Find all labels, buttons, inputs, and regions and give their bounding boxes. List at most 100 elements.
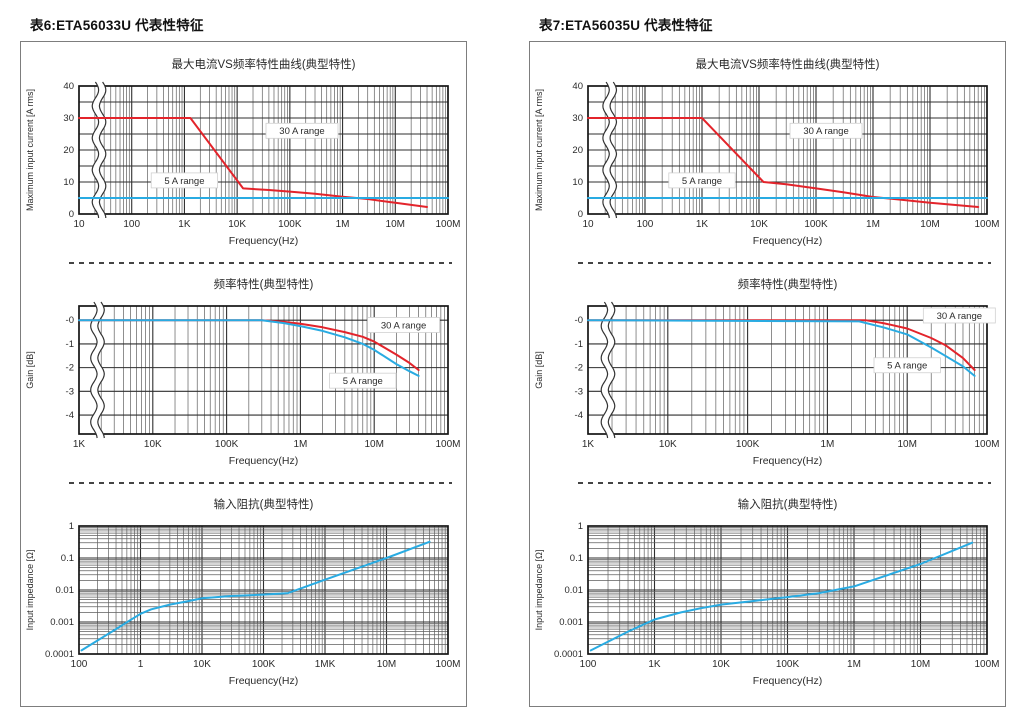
svg-text:100K: 100K <box>736 439 760 450</box>
svg-text:Frequency(Hz): Frequency(Hz) <box>753 455 822 467</box>
svg-text:1MK: 1MK <box>315 659 336 670</box>
chart-max-current-vs-frequency: 30 A range 5 A range 最大电流VS频率特性曲线(典型特性) 10 1… <box>534 57 1000 247</box>
panel-table7-eta56035u: 表7:ETA56035U 代表性特征 30 A range 5 A range 最大… <box>529 6 1006 707</box>
svg-text:1: 1 <box>578 521 583 532</box>
svg-text:输入阻抗(典型特性): 输入阻抗(典型特性) <box>738 497 838 511</box>
svg-text:100K: 100K <box>776 659 800 670</box>
chart-input-impedance: 输入阻抗(典型特性) 100 1 10K 100K 1MK 10M 100M Frequency… <box>25 497 461 687</box>
svg-text:5 A range: 5 A range <box>887 361 927 372</box>
svg-text:Input impedance [Ω]: Input impedance [Ω] <box>25 550 35 631</box>
svg-text:Gain [dB]: Gain [dB] <box>534 351 544 389</box>
svg-text:100M: 100M <box>435 219 460 230</box>
panel-table6-eta56033u: 表6:ETA56033U 代表性特征 30 A range 5 A range 最大… <box>20 6 467 707</box>
svg-text:10K: 10K <box>712 659 730 670</box>
svg-text:1: 1 <box>138 659 144 670</box>
svg-text:10K: 10K <box>144 439 162 450</box>
svg-text:1M: 1M <box>847 659 861 670</box>
svg-text:40: 40 <box>63 81 74 92</box>
svg-text:100: 100 <box>580 659 597 670</box>
dashed-separator <box>578 482 991 484</box>
svg-text:-3: -3 <box>66 386 74 397</box>
svg-text:5 A range: 5 A range <box>682 176 722 187</box>
svg-text:Frequency(Hz): Frequency(Hz) <box>229 455 298 467</box>
svg-text:100: 100 <box>71 659 88 670</box>
svg-text:0.1: 0.1 <box>570 553 583 564</box>
svg-text:0.01: 0.01 <box>56 585 75 596</box>
svg-text:100M: 100M <box>435 659 460 670</box>
svg-text:Maximum input current [A rms]: Maximum input current [A rms] <box>25 89 35 211</box>
svg-text:10: 10 <box>63 177 74 188</box>
svg-text:1K: 1K <box>178 219 191 230</box>
svg-text:10K: 10K <box>659 439 677 450</box>
svg-text:1K: 1K <box>73 439 86 450</box>
svg-text:30: 30 <box>63 113 74 124</box>
svg-text:1: 1 <box>69 521 74 532</box>
svg-text:-4: -4 <box>575 410 583 421</box>
svg-text:100K: 100K <box>215 439 239 450</box>
chart-frequency-gain: 30 A range 5 A range 频率特性(典型特性) 1K 10K 100K 1M… <box>25 277 461 467</box>
svg-text:10: 10 <box>73 219 85 230</box>
svg-text:Frequency(Hz): Frequency(Hz) <box>753 675 822 687</box>
svg-text:0.0001: 0.0001 <box>554 649 583 660</box>
svg-text:100K: 100K <box>252 659 276 670</box>
svg-text:10K: 10K <box>228 219 246 230</box>
svg-text:30: 30 <box>572 113 583 124</box>
svg-text:最大电流VS频率特性曲线(典型特性): 最大电流VS频率特性曲线(典型特性) <box>172 57 356 71</box>
svg-text:10M: 10M <box>920 219 939 230</box>
svg-text:10: 10 <box>572 177 583 188</box>
svg-text:10M: 10M <box>897 439 916 450</box>
svg-text:100M: 100M <box>974 659 999 670</box>
svg-text:0.001: 0.001 <box>559 617 583 628</box>
svg-text:1M: 1M <box>293 439 307 450</box>
svg-text:10K: 10K <box>750 219 768 230</box>
svg-text:10K: 10K <box>193 659 211 670</box>
svg-text:Frequency(Hz): Frequency(Hz) <box>753 235 822 247</box>
dashed-separator <box>69 262 452 264</box>
svg-text:-2: -2 <box>66 363 74 374</box>
svg-text:100M: 100M <box>974 219 999 230</box>
svg-text:10M: 10M <box>911 659 930 670</box>
svg-text:1K: 1K <box>648 659 661 670</box>
panel-title: 表6:ETA56033U 代表性特征 <box>30 18 204 33</box>
svg-text:频率特性(典型特性): 频率特性(典型特性) <box>214 277 314 291</box>
svg-text:20: 20 <box>572 145 583 156</box>
svg-text:5 A range: 5 A range <box>343 376 383 387</box>
svg-text:10M: 10M <box>364 439 383 450</box>
svg-text:100M: 100M <box>974 439 999 450</box>
chart-frequency-gain: 30 A range 5 A range 频率特性(典型特性) 1K 10K 100K 1M… <box>534 277 1000 467</box>
svg-text:-1: -1 <box>575 339 583 350</box>
panel-frame: 30 A range 5 A range 最大电流VS频率特性曲线(典型特性) 10 1… <box>529 41 1006 707</box>
svg-text:频率特性(典型特性): 频率特性(典型特性) <box>738 277 838 291</box>
svg-text:输入阻抗(典型特性): 输入阻抗(典型特性) <box>214 497 314 511</box>
svg-text:Maximum input current [A rms]: Maximum input current [A rms] <box>534 89 544 211</box>
svg-text:10M: 10M <box>377 659 396 670</box>
svg-text:30 A range: 30 A range <box>937 311 982 322</box>
svg-text:40: 40 <box>572 81 583 92</box>
chart-max-current-vs-frequency: 30 A range 5 A range 最大电流VS频率特性曲线(典型特性) 10 1… <box>25 57 461 247</box>
svg-text:100: 100 <box>637 219 654 230</box>
svg-text:1M: 1M <box>336 219 350 230</box>
svg-text:最大电流VS频率特性曲线(典型特性): 最大电流VS频率特性曲线(典型特性) <box>696 57 880 71</box>
svg-text:0.0001: 0.0001 <box>45 649 74 660</box>
svg-text:Input impedance [Ω]: Input impedance [Ω] <box>534 550 544 631</box>
svg-text:10M: 10M <box>386 219 405 230</box>
svg-text:-3: -3 <box>575 386 583 397</box>
svg-text:30 A range: 30 A range <box>803 126 848 137</box>
svg-text:-1: -1 <box>66 339 74 350</box>
svg-text:0.1: 0.1 <box>61 553 74 564</box>
svg-text:1K: 1K <box>582 439 595 450</box>
svg-text:30 A range: 30 A range <box>381 320 426 331</box>
svg-text:-0: -0 <box>66 315 74 326</box>
svg-text:-2: -2 <box>575 363 583 374</box>
svg-text:-0: -0 <box>575 315 583 326</box>
svg-text:100: 100 <box>123 219 140 230</box>
svg-text:-4: -4 <box>66 410 74 421</box>
svg-text:Gain [dB]: Gain [dB] <box>25 351 35 389</box>
svg-text:100K: 100K <box>278 219 302 230</box>
svg-text:0.001: 0.001 <box>50 617 74 628</box>
svg-text:Frequency(Hz): Frequency(Hz) <box>229 675 298 687</box>
svg-text:20: 20 <box>63 145 74 156</box>
svg-text:5 A range: 5 A range <box>164 176 204 187</box>
svg-text:0: 0 <box>578 209 583 220</box>
